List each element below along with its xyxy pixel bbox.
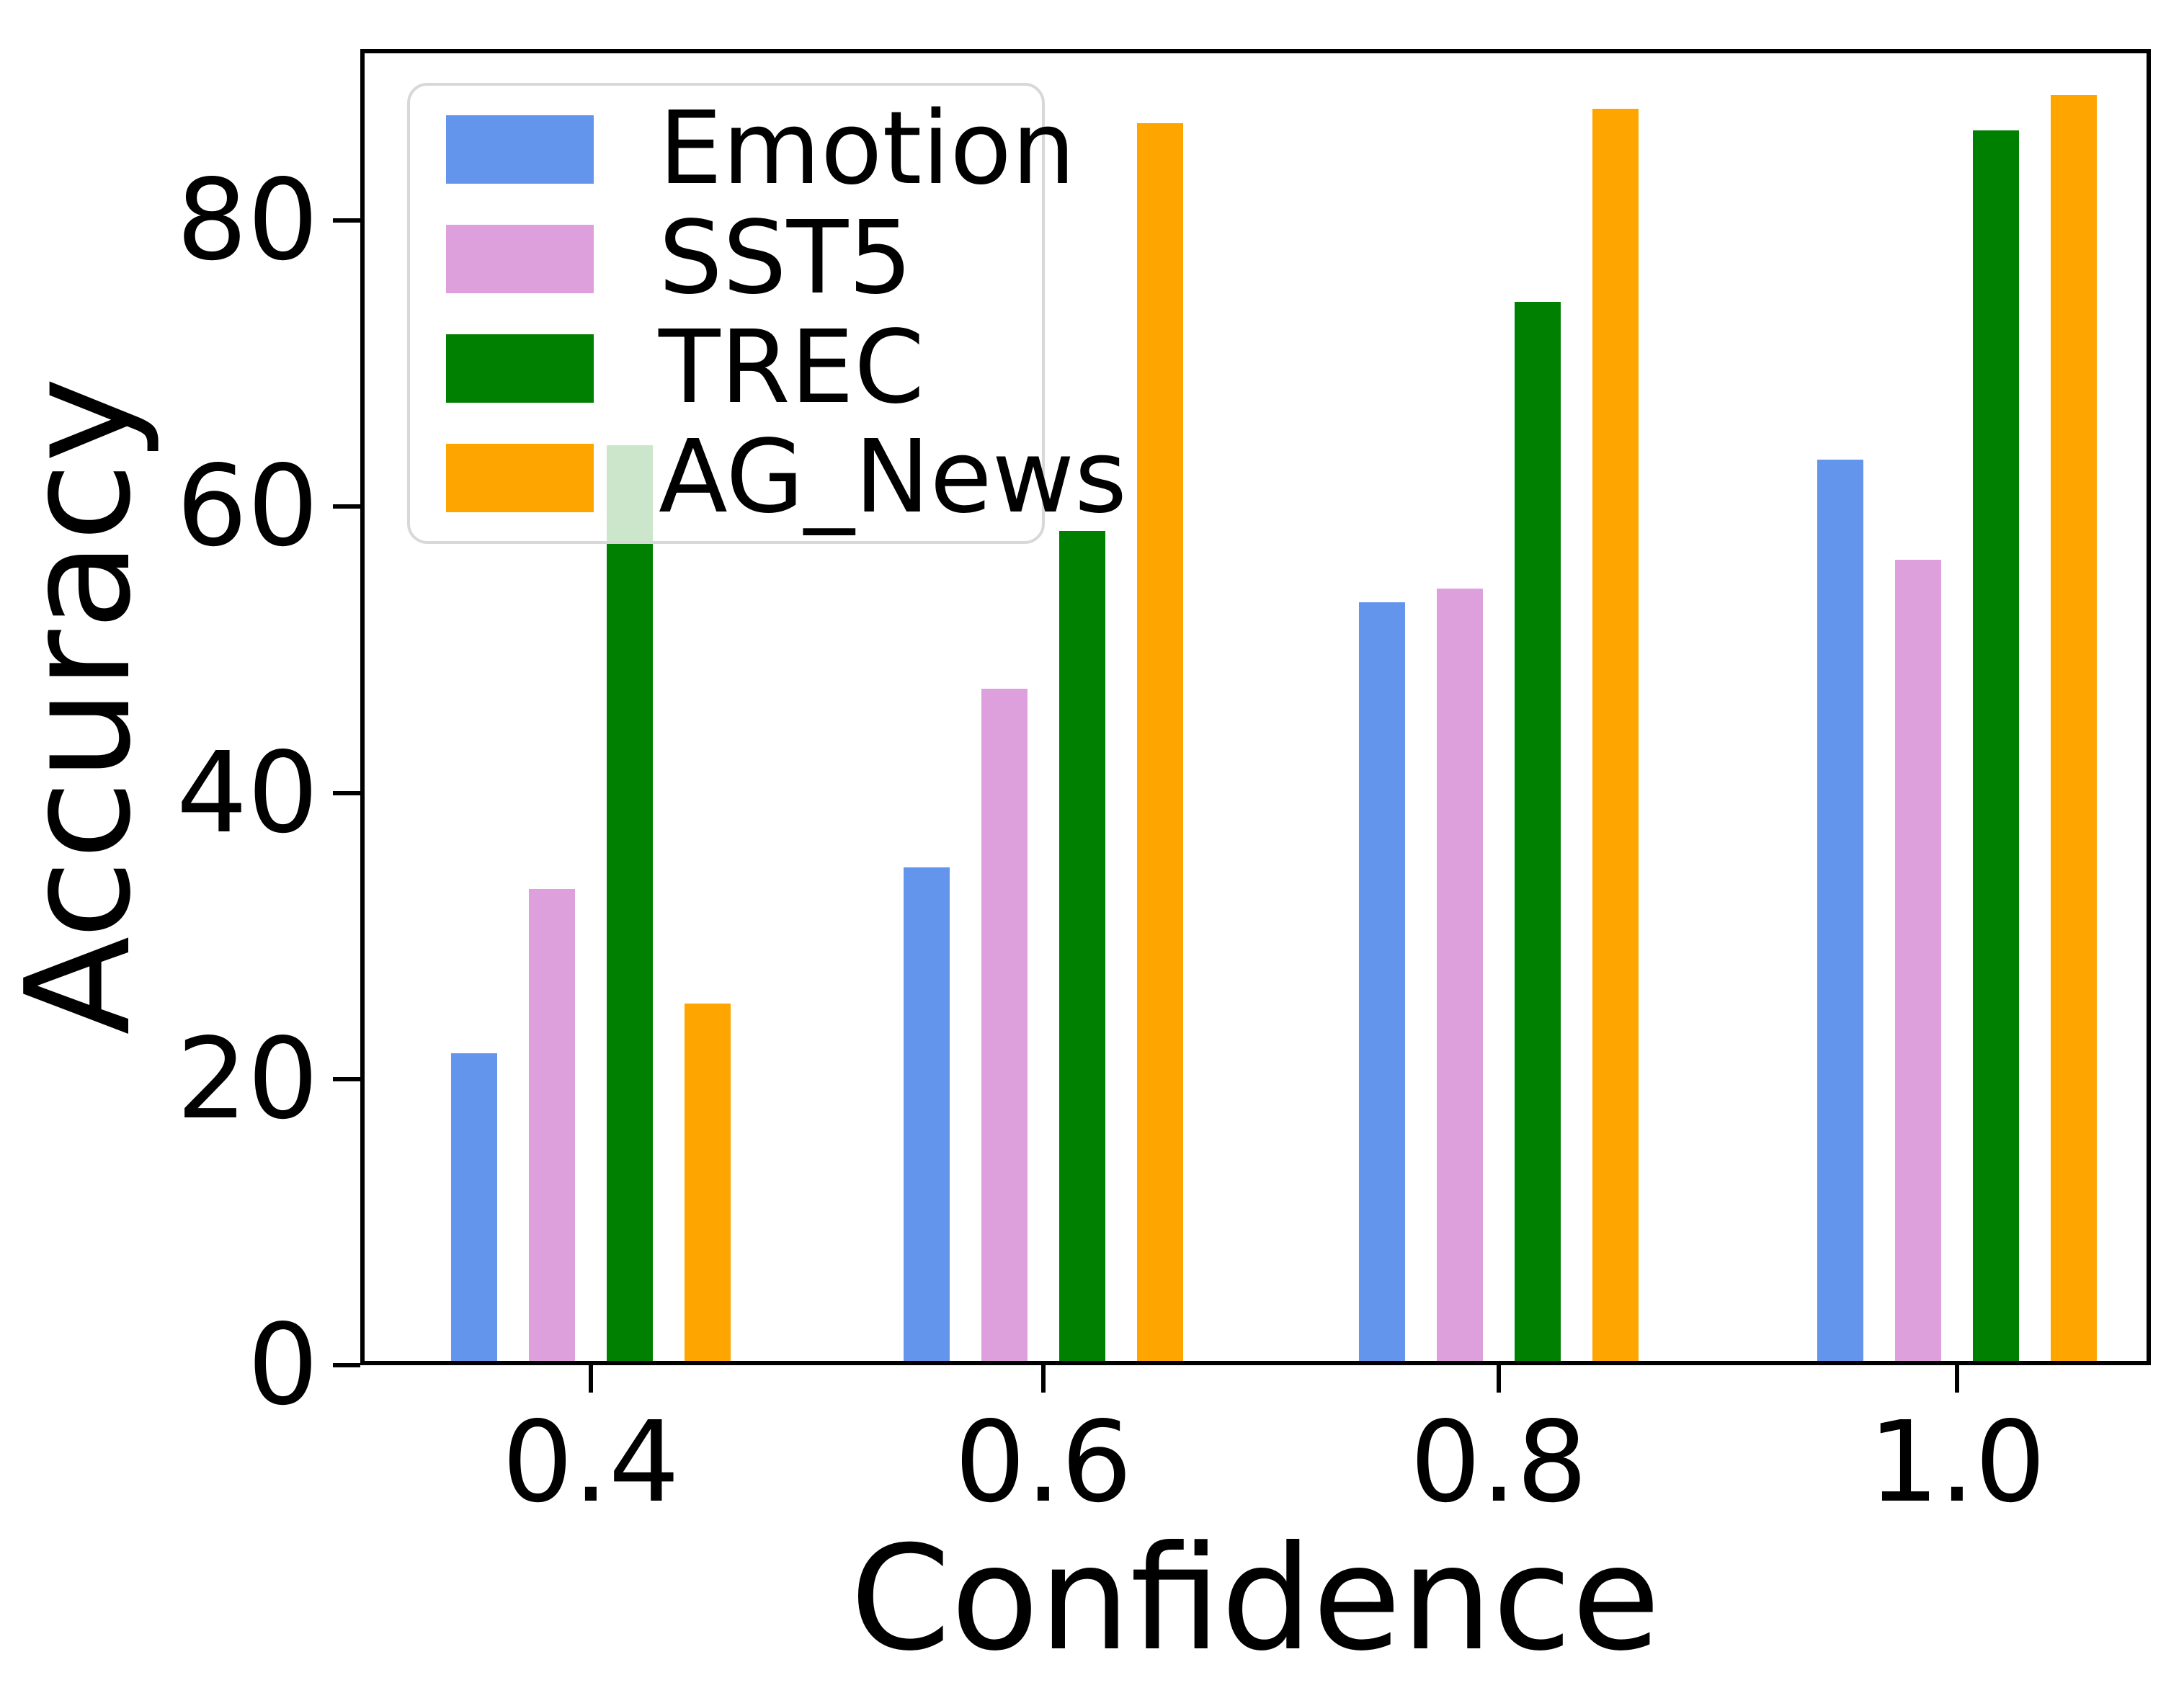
bar-AG_News-0.6	[1137, 123, 1183, 1361]
legend-swatch-AG_News	[446, 443, 594, 512]
legend-swatch-SST5	[446, 224, 594, 293]
y-tick-label: 80	[176, 155, 318, 285]
y-tick-mark	[333, 504, 360, 509]
y-tick-label: 20	[176, 1014, 318, 1144]
x-tick-label: 0.8	[1409, 1397, 1588, 1527]
bar-AG_News-0.4	[685, 1004, 731, 1361]
legend-item-Emotion: Emotion	[446, 99, 1076, 200]
bar-Emotion-0.6	[904, 867, 950, 1361]
x-tick-mark	[589, 1365, 593, 1393]
bar-SST5-0.4	[529, 889, 575, 1361]
legend-item-SST5: SST5	[446, 208, 1006, 309]
bar-TREC-0.8	[1515, 302, 1561, 1361]
legend-swatch-TREC	[446, 334, 594, 403]
legend: Emotion SST5 TREC AG_News	[407, 83, 1127, 544]
bar-Emotion-0.8	[1359, 602, 1405, 1361]
x-axis-label: Confidence	[850, 1515, 1661, 1683]
x-tick-mark	[1041, 1365, 1046, 1393]
y-tick-label: 60	[176, 441, 318, 571]
bar-TREC-1.0	[1973, 130, 2019, 1361]
legend-label-TREC: TREC	[659, 309, 925, 426]
bar-Emotion-0.4	[451, 1053, 497, 1361]
bar-SST5-0.6	[981, 689, 1028, 1361]
legend-label-AG_News: AG_News	[659, 419, 1128, 536]
x-tick-label: 1.0	[1868, 1397, 2046, 1527]
x-tick-mark	[1497, 1365, 1501, 1393]
bar-SST5-0.8	[1437, 589, 1483, 1361]
legend-label-Emotion: Emotion	[659, 90, 1076, 207]
legend-item-AG_News: AG_News	[446, 427, 1127, 528]
y-tick-mark	[333, 218, 360, 223]
y-tick-label: 40	[176, 728, 318, 858]
bar-TREC-0.6	[1059, 531, 1105, 1361]
y-tick-mark	[333, 791, 360, 795]
y-tick-mark	[333, 1363, 360, 1367]
bar-SST5-1.0	[1895, 560, 1941, 1361]
bar-AG_News-0.8	[1592, 109, 1639, 1361]
y-tick-label: 0	[247, 1300, 318, 1430]
legend-item-TREC: TREC	[446, 318, 1006, 419]
bar-Emotion-1.0	[1817, 460, 1863, 1361]
bar-TREC-0.4	[607, 445, 653, 1361]
legend-swatch-Emotion	[446, 115, 594, 184]
x-tick-label: 0.6	[954, 1397, 1133, 1527]
legend-label-SST5: SST5	[659, 200, 913, 317]
x-tick-mark	[1955, 1365, 1959, 1393]
x-tick-label: 0.4	[502, 1397, 680, 1527]
plot-area	[360, 49, 2151, 1365]
y-tick-mark	[333, 1077, 360, 1081]
bar-AG_News-1.0	[2051, 95, 2097, 1361]
